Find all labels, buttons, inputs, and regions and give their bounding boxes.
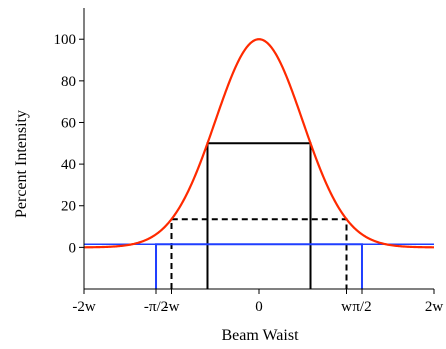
y-tick-label-20: 20 [61,199,76,215]
annotation-layer [84,142,434,289]
annotation-box-3 [155,243,363,289]
annotation-box-1 [206,142,312,289]
y-tick-label-80: 80 [61,74,76,90]
axes-layer: 0 20 40 60 80 100 -2w -π/2-w 0 w π/2 2w [54,8,444,315]
y-tick-label-40: 40 [61,157,76,173]
x-tick-label-3: -w [164,299,180,315]
annotation-box-2 [170,218,348,289]
y-tick-label-0: 0 [69,240,77,256]
y-axis-title: Percent Intensity [13,110,30,218]
x-tick-label-1: -2w [72,299,95,315]
x-tick-label-5: w [341,299,352,315]
series-line-1 [83,38,435,249]
x-tick-label-6: π/2 [352,299,371,315]
y-tick-label-60: 60 [61,115,76,131]
x-axis-title: Beam Waist [221,327,299,344]
y-tick-label-100: 100 [54,32,77,48]
x-tick-label-7: 2w [425,299,444,315]
series-layer [83,38,435,249]
x-tick-label-2: -π/2 [144,299,168,315]
x-tick-label-4: 0 [255,299,263,315]
